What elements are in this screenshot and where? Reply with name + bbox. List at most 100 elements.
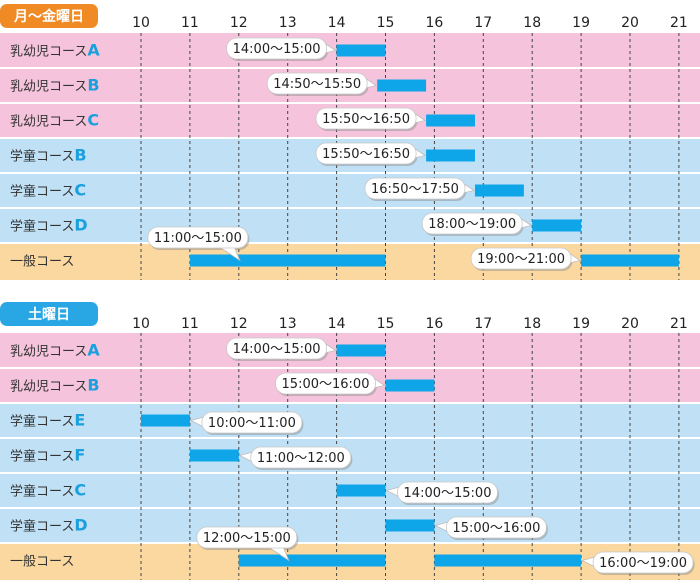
hour-label: 15: [377, 316, 395, 332]
hour-label: 16: [425, 316, 443, 332]
row-background: [0, 173, 700, 208]
course-letter: B: [87, 76, 99, 95]
row-background: [0, 208, 700, 243]
time-bar: [385, 519, 435, 532]
time-bubble: 14:00～15:00: [385, 481, 499, 505]
row-label: 乳幼児コースB: [10, 376, 100, 395]
time-range-label: 18:00～19:00: [428, 217, 516, 232]
course-letter: D: [74, 516, 87, 535]
course-letter: B: [87, 376, 99, 395]
course-name: 学童コース: [10, 149, 74, 165]
time-range-label: 14:50～15:50: [273, 77, 361, 92]
time-bar: [189, 449, 239, 462]
time-range-label: 14:00～15:00: [233, 42, 321, 57]
course-name: 乳幼児コース: [10, 115, 87, 130]
time-bubble: 12:00～15:00: [196, 526, 299, 562]
hour-label: 16: [425, 15, 443, 31]
bubble-body: [445, 516, 547, 539]
course-name: 乳幼児コース: [10, 345, 87, 360]
bubble-body: [397, 481, 498, 504]
time-bubble: 18:00～19:00: [421, 212, 533, 236]
bubble-body: [201, 411, 303, 434]
course-label: 乳幼児コースB: [10, 376, 100, 395]
time-bubble: 14:00～15:00: [226, 337, 337, 361]
time-bar: [385, 379, 435, 392]
course-label: 学童コースD: [10, 216, 88, 235]
bubble-body: [592, 551, 694, 574]
time-bar: [189, 254, 386, 267]
time-bar: [377, 79, 427, 92]
hour-label: 20: [621, 15, 639, 31]
time-range-label: 12:00～15:00: [203, 531, 291, 546]
course-letter: D: [74, 216, 87, 235]
course-label: 乳幼児コースB: [10, 76, 100, 95]
course-letter: B: [74, 146, 86, 165]
time-bar: [434, 554, 582, 567]
hour-label: 10: [132, 15, 150, 31]
course-name: 学童コース: [10, 484, 74, 500]
course-name: 一般コース: [10, 254, 74, 270]
hour-label: 12: [230, 15, 248, 31]
section-header: 月～金曜日: [0, 4, 98, 28]
course-letter: F: [74, 446, 85, 465]
hour-label: 11: [181, 15, 199, 31]
hour-label: 13: [279, 15, 297, 31]
section-header: 土曜日: [0, 302, 98, 326]
time-bubble: 15:50～16:50: [315, 142, 427, 166]
course-name: 乳幼児コース: [10, 80, 87, 95]
time-range-label: 11:00～15:00: [154, 231, 242, 246]
bubble-body: [364, 177, 466, 200]
time-bar: [336, 344, 386, 357]
course-letter: C: [74, 181, 86, 200]
section-header-pill: [0, 4, 98, 28]
hour-label: 18: [523, 15, 541, 31]
row-label: 学童コースD: [10, 516, 88, 535]
course-name: 乳幼児コース: [10, 45, 87, 60]
bubble-body: [470, 247, 572, 270]
time-range-label: 16:50～17:50: [371, 182, 459, 197]
time-bubble: 19:00～21:00: [470, 247, 582, 271]
course-label: 一般コース: [10, 554, 74, 570]
hour-label: 21: [670, 15, 688, 31]
row-background: [0, 508, 700, 543]
hour-label: 14: [328, 316, 346, 332]
course-label: 乳幼児コースA: [10, 341, 100, 360]
hour-label: 11: [181, 316, 199, 332]
time-range-label: 19:00～21:00: [477, 252, 565, 267]
hour-label: 17: [474, 316, 492, 332]
time-bubble: 15:00～16:00: [434, 516, 548, 540]
bubble-body: [196, 526, 298, 549]
time-range-label: 16:00～19:00: [599, 556, 687, 571]
row-label: 学童コースC: [10, 181, 86, 200]
hour-label: 10: [132, 316, 150, 332]
row-label: 学童コースC: [10, 481, 86, 500]
hour-label: 14: [328, 15, 346, 31]
course-letter: C: [74, 481, 86, 500]
bubble-body: [147, 226, 249, 249]
course-label: 学童コースE: [10, 411, 85, 430]
course-name: 一般コース: [10, 554, 74, 570]
course-label: 学童コースB: [10, 146, 87, 165]
time-bubble: 16:00～19:00: [580, 551, 695, 575]
bubble-body: [250, 446, 352, 469]
course-letter: C: [87, 111, 99, 130]
time-bubble: 15:50～16:50: [315, 107, 427, 131]
time-range-label: 15:50～16:50: [322, 112, 410, 127]
row-background: [0, 403, 700, 438]
course-label: 学童コースD: [10, 516, 88, 535]
time-bubble: 14:50～15:50: [266, 72, 378, 96]
course-letter: A: [87, 41, 100, 60]
time-range-label: 15:00～16:00: [282, 377, 370, 392]
time-range-label: 15:00～16:00: [452, 521, 540, 536]
course-letter: A: [87, 341, 100, 360]
section-header-pill: [0, 302, 98, 326]
time-bar: [336, 44, 386, 57]
course-name: 学童コース: [10, 519, 74, 535]
bubble-body: [421, 212, 523, 235]
time-range-label: 15:50～16:50: [322, 147, 410, 162]
time-range-label: 11:00～12:00: [257, 451, 345, 466]
hour-label: 17: [474, 15, 492, 31]
bubble-body: [226, 37, 328, 60]
